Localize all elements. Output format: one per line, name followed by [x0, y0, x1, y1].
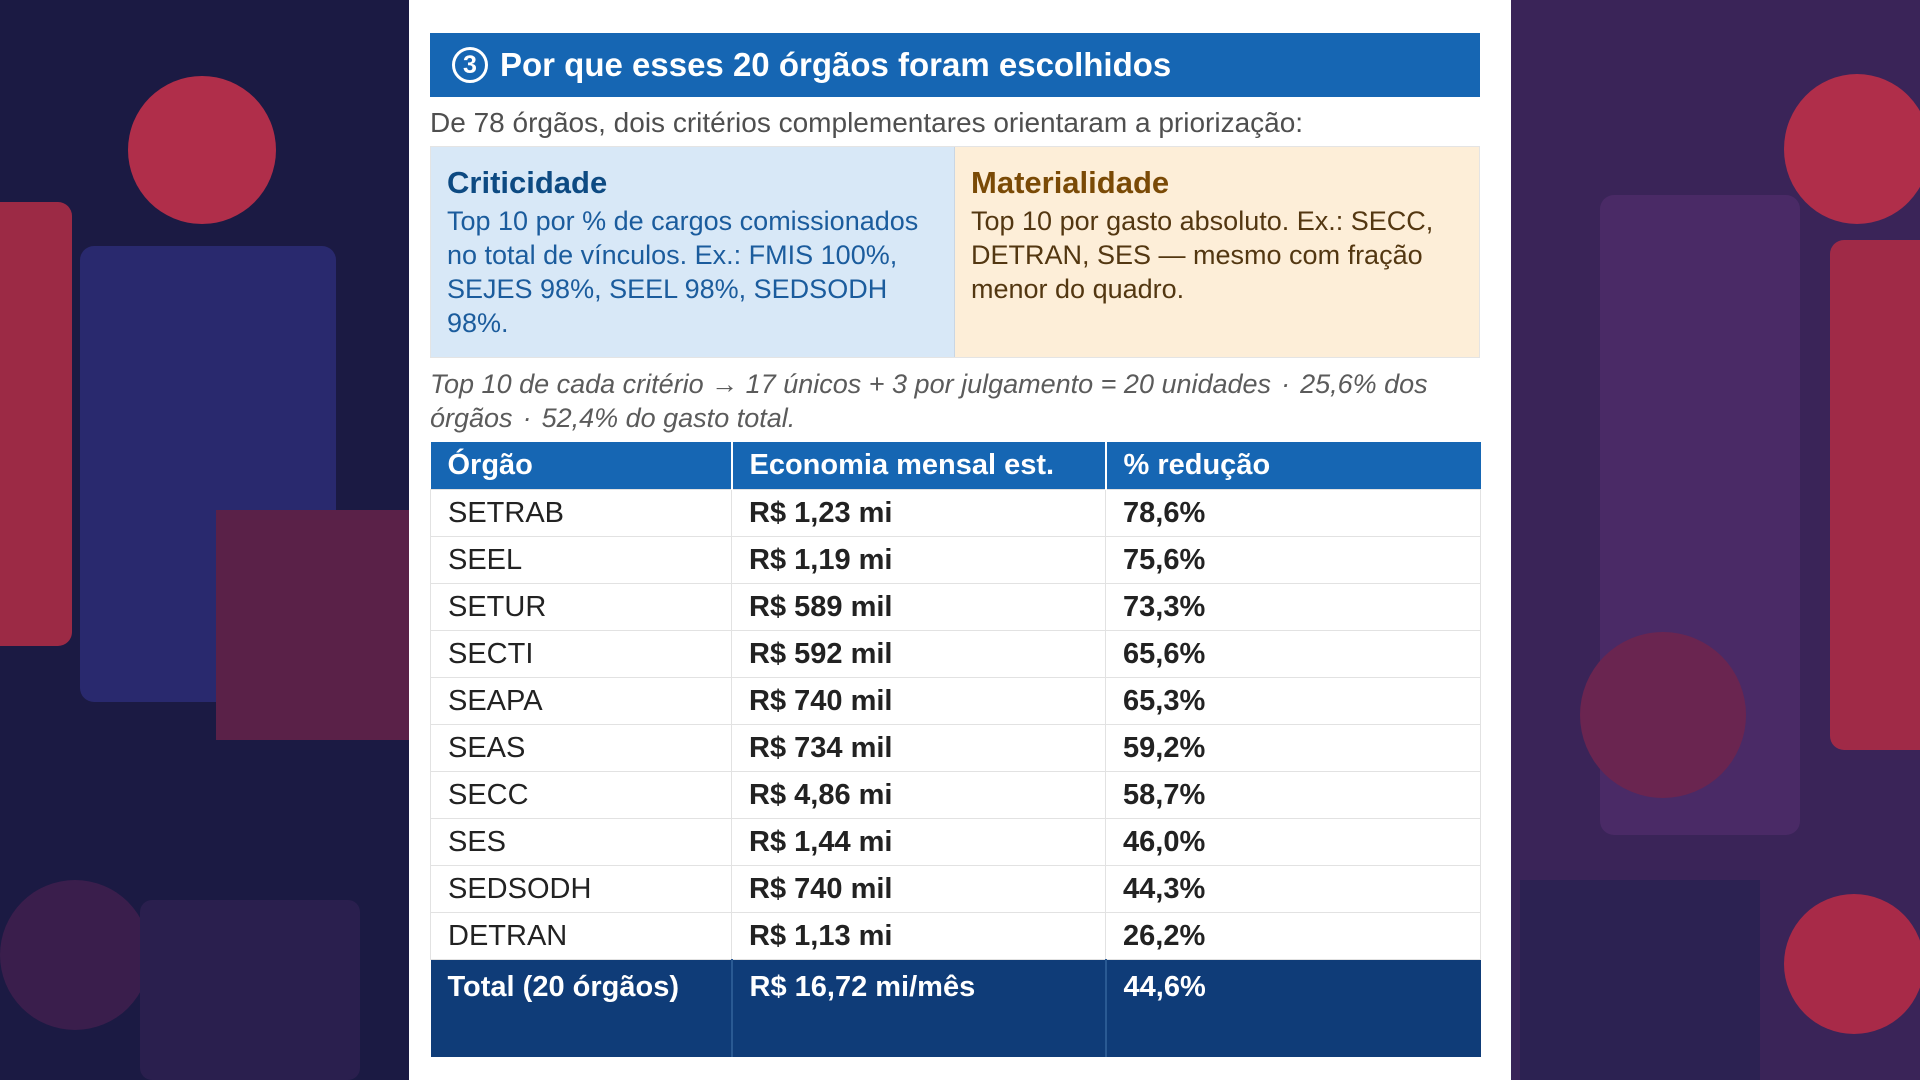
cell-orgao: SECTI	[430, 630, 732, 678]
note-separator: ·	[522, 403, 532, 433]
note-spend-share: 52,4% do gasto total.	[541, 403, 796, 433]
cell-economia: R$ 1,23 mi	[731, 489, 1106, 537]
cell-orgao: SEAS	[430, 724, 732, 772]
document-content: 3 Por que esses 20 órgãos foram escolhid…	[430, 33, 1481, 1057]
criteria-box-criticidade: Criticidade Top 10 por % de cargos comis…	[431, 147, 955, 357]
cell-economia: R$ 1,19 mi	[731, 536, 1106, 584]
table-row: SECTI R$ 592 mil 65,6%	[430, 630, 1481, 678]
cell-economia: R$ 740 mil	[731, 677, 1106, 725]
bg-rect-dark	[140, 900, 360, 1080]
table-row: DETRAN R$ 1,13 mi 26,2%	[430, 912, 1481, 960]
bg-rect-red-right	[1830, 240, 1920, 750]
bg-rect-red	[0, 202, 72, 646]
bg-rect-maroon	[216, 510, 410, 740]
table-row: SEDSODH R$ 740 mil 44,3%	[430, 865, 1481, 913]
criteria-title-criticidade: Criticidade	[447, 165, 608, 200]
cell-reducao: 44,3%	[1105, 865, 1481, 913]
cell-economia: R$ 589 mil	[731, 583, 1106, 631]
note-organs-share: 25,6% dos órgãos	[430, 369, 1428, 433]
cell-orgao: SES	[430, 818, 732, 866]
note-main: Top 10 de cada critério → 17 únicos + 3 …	[430, 369, 1272, 399]
organs-table: Órgão Economia mensal est. % redução SET…	[430, 442, 1481, 1057]
cell-reducao: 58,7%	[1105, 771, 1481, 819]
bg-circle-dark	[0, 880, 150, 1030]
cell-economia: R$ 740 mil	[731, 865, 1106, 913]
section-number-badge: 3	[452, 47, 488, 83]
table-header-row: Órgão Economia mensal est. % redução	[430, 442, 1481, 490]
section-title: Por que esses 20 órgãos foram escolhidos	[500, 46, 1172, 83]
intro-text: De 78 órgãos, dois critérios complementa…	[430, 107, 1304, 138]
selection-note: Top 10 de cada critério → 17 únicos + 3 …	[430, 367, 1480, 435]
criteria-boxes: Criticidade Top 10 por % de cargos comis…	[430, 146, 1480, 358]
bg-circle-maroon	[1580, 632, 1746, 798]
cell-economia: R$ 1,44 mi	[731, 818, 1106, 866]
section-header: 3 Por que esses 20 órgãos foram escolhid…	[430, 33, 1480, 97]
cell-reducao: 78,6%	[1105, 489, 1481, 537]
note-separator: ·	[1281, 369, 1291, 399]
total-orgao: Total (20 órgãos)	[430, 959, 733, 1057]
bg-circle-red-right	[1784, 74, 1920, 224]
table-row: SEAS R$ 734 mil 59,2%	[430, 724, 1481, 772]
criteria-box-materialidade: Materialidade Top 10 por gasto absoluto.…	[955, 147, 1479, 357]
total-economia: R$ 16,72 mi/mês	[731, 959, 1107, 1057]
cell-reducao: 75,6%	[1105, 536, 1481, 584]
cell-reducao: 59,2%	[1105, 724, 1481, 772]
cell-economia: R$ 1,13 mi	[731, 912, 1106, 960]
criteria-text-materialidade: Top 10 por gasto absoluto. Ex.: SECC, DE…	[971, 206, 1434, 304]
cell-reducao: 65,6%	[1105, 630, 1481, 678]
bg-circle-red	[128, 76, 276, 224]
total-reducao: 44,6%	[1105, 959, 1481, 1057]
table-row: SETUR R$ 589 mil 73,3%	[430, 583, 1481, 631]
bg-circle-red-bottom	[1784, 894, 1920, 1034]
table-row: SEEL R$ 1,19 mi 75,6%	[430, 536, 1481, 584]
criteria-title-materialidade: Materialidade	[971, 165, 1170, 200]
cell-orgao: SECC	[430, 771, 732, 819]
cell-reducao: 65,3%	[1105, 677, 1481, 725]
column-header-reducao: % redução	[1105, 442, 1481, 490]
document-sheet: 3 Por que esses 20 órgãos foram escolhid…	[409, 0, 1511, 1080]
table-row: SES R$ 1,44 mi 46,0%	[430, 818, 1481, 866]
cell-orgao: SETUR	[430, 583, 732, 631]
cell-orgao: SETRAB	[430, 489, 732, 537]
criteria-text-criticidade: Top 10 por % de cargos comissionados no …	[447, 206, 919, 338]
cell-orgao: SEAPA	[430, 677, 732, 725]
table-row: SEAPA R$ 740 mil 65,3%	[430, 677, 1481, 725]
table-row: SETRAB R$ 1,23 mi 78,6%	[430, 489, 1481, 537]
table-row: SECC R$ 4,86 mi 58,7%	[430, 771, 1481, 819]
cell-reducao: 26,2%	[1105, 912, 1481, 960]
cell-reducao: 73,3%	[1105, 583, 1481, 631]
cell-orgao: SEEL	[430, 536, 732, 584]
bg-rect-navy-right	[1520, 880, 1760, 1080]
cell-economia: R$ 4,86 mi	[731, 771, 1106, 819]
cell-economia: R$ 734 mil	[731, 724, 1106, 772]
cell-economia: R$ 592 mil	[731, 630, 1106, 678]
cell-orgao: DETRAN	[430, 912, 732, 960]
column-header-economia: Economia mensal est.	[731, 442, 1107, 490]
table-total-row: Total (20 órgãos) R$ 16,72 mi/mês 44,6%	[430, 959, 1481, 1057]
cell-reducao: 46,0%	[1105, 818, 1481, 866]
column-header-orgao: Órgão	[430, 442, 733, 490]
cell-orgao: SEDSODH	[430, 865, 732, 913]
